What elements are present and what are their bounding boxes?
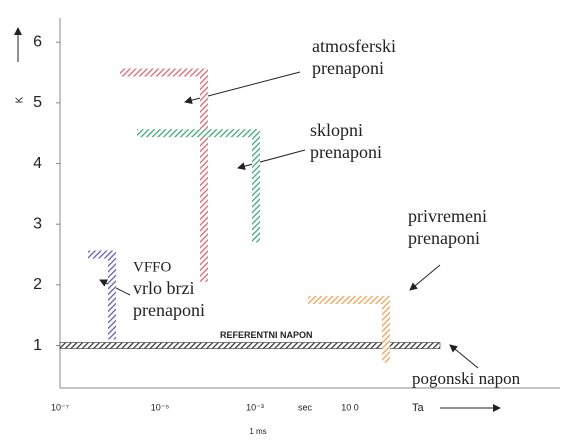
- series-label: prenaponi: [312, 58, 384, 78]
- y-label: K: [15, 96, 26, 103]
- level-drop: [200, 68, 208, 282]
- x-tick-label: 10⁻³: [246, 402, 264, 412]
- series-label: sklopni: [310, 120, 363, 140]
- y-tick-label: 2: [33, 276, 42, 293]
- arrow: [449, 344, 479, 369]
- arrow: [409, 264, 441, 291]
- level-drop: [252, 129, 260, 243]
- level-top: [88, 250, 116, 259]
- series-label: prenaponi: [133, 300, 205, 320]
- x-tick-label: sec: [298, 402, 313, 412]
- y-tick-label: 3: [33, 215, 42, 232]
- series-label: atmosferski: [312, 36, 396, 56]
- series-label: prenaponi: [310, 142, 382, 162]
- level-top: [137, 129, 260, 138]
- x-label: Ta: [412, 402, 425, 414]
- x-tick-label: 10⁻⁷: [51, 402, 69, 412]
- reference-line: [59, 342, 441, 349]
- y-tick-label: 1: [33, 337, 42, 354]
- reference-label: REFERENTNI NAPON: [220, 330, 313, 340]
- series-label: prenaponi: [408, 228, 480, 248]
- y-tick-label: 5: [33, 94, 42, 111]
- series-label: vrlo brzi: [133, 278, 194, 298]
- y-tick-label: 4: [33, 155, 42, 172]
- y-tick-label: 6: [33, 33, 42, 50]
- x-tick-label: 10 0: [341, 402, 359, 412]
- x-tick-label: 10⁻⁵: [151, 402, 170, 412]
- level-drop: [108, 250, 116, 340]
- level-top: [120, 68, 208, 77]
- series-label: VFFO: [133, 259, 172, 275]
- base-label: pogonski napon: [412, 369, 521, 388]
- series-label: privremeni: [408, 206, 487, 226]
- arrow: [237, 149, 306, 171]
- x-note: 1 ms: [249, 427, 266, 436]
- level-top: [308, 296, 390, 305]
- level-drop: [382, 296, 390, 363]
